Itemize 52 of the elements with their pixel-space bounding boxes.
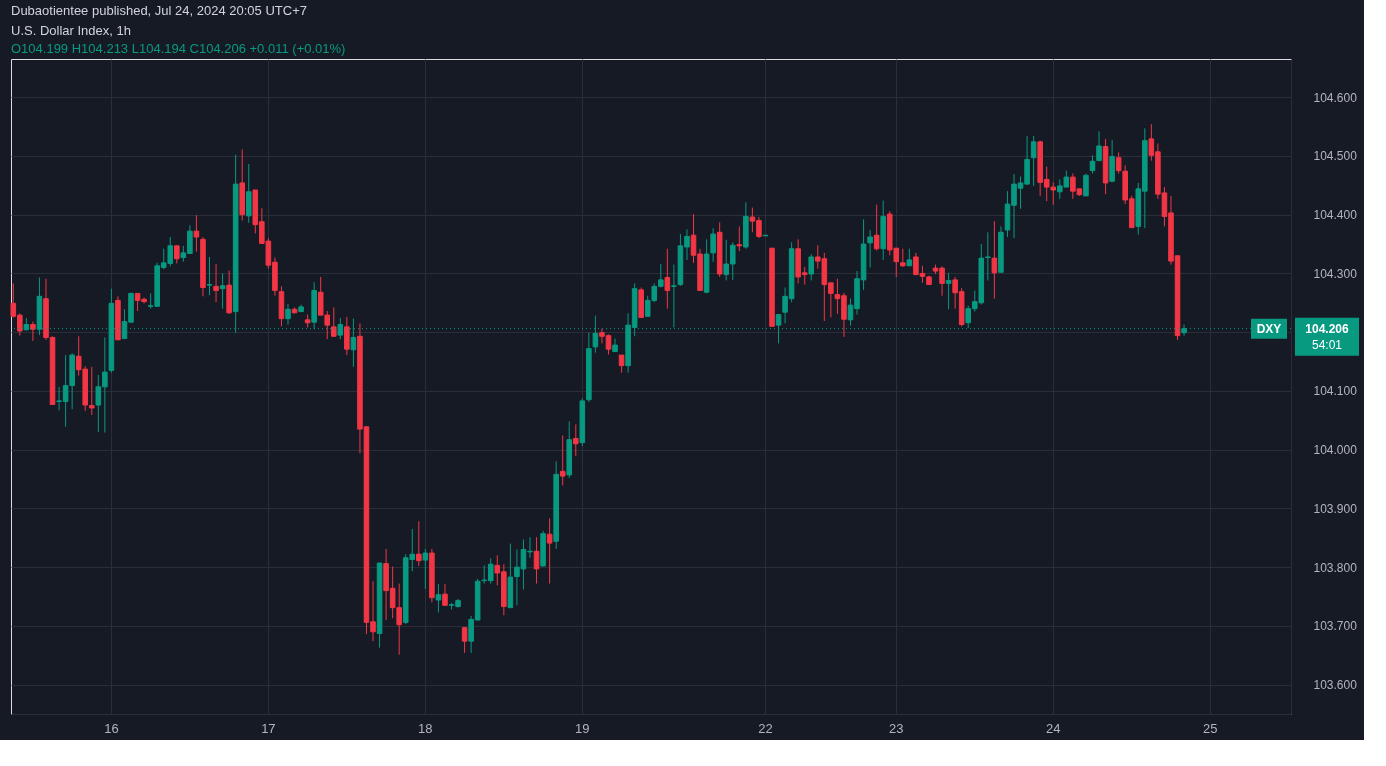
- candlestick: [873, 204, 880, 252]
- candlestick: [30, 321, 36, 342]
- y-tick-label: 104.100: [1313, 384, 1358, 399]
- candlestick: [991, 220, 998, 300]
- candlestick: [442, 583, 448, 606]
- candlestick: [219, 272, 226, 310]
- ref-line-label: DXY: [1256, 321, 1282, 336]
- candlestick: [808, 253, 815, 281]
- candlestick: [193, 214, 200, 253]
- x-tick-label: 18: [418, 720, 433, 736]
- text: 54:01: [1311, 337, 1343, 352]
- y-tick-label: 103.800: [1313, 560, 1358, 575]
- candlestick: [1096, 130, 1102, 162]
- x-tick-label: 24: [1046, 720, 1061, 736]
- candlestick: [900, 248, 906, 268]
- y-tick-label: 104.500: [1313, 149, 1358, 164]
- candlestick: [416, 520, 422, 567]
- candlestick: [664, 248, 671, 310]
- candlestick: [572, 423, 579, 457]
- candlestick: [1115, 151, 1122, 175]
- candlestick: [285, 303, 291, 326]
- y-tick-label: 104.000: [1313, 443, 1358, 458]
- x-tick-label: 16: [104, 720, 119, 736]
- candlestick: [435, 583, 442, 613]
- candlestick: [546, 517, 553, 585]
- candlestick: [330, 306, 337, 337]
- candlestick: [213, 263, 219, 303]
- candlestick: [1030, 135, 1037, 187]
- y-tick-label: 103.900: [1313, 501, 1358, 516]
- x-tick-label: 25: [1202, 720, 1218, 736]
- candlestick: [461, 627, 468, 654]
- y-tick-label: 104.600: [1313, 90, 1358, 105]
- candlestick: [344, 316, 350, 356]
- x-tick-label: 19: [575, 720, 590, 736]
- text: Dubaotientee published, Jul 24, 2024 20:05 UTC+7: [11, 3, 307, 18]
- candlestick: [533, 536, 540, 585]
- candlestick: [945, 272, 952, 310]
- x-tick-label: 17: [261, 720, 276, 736]
- x-tick-label: 22: [758, 720, 773, 736]
- candlestick: [422, 548, 429, 590]
- y-tick-label: 104.400: [1313, 208, 1358, 223]
- x-tick-label: 23: [889, 720, 904, 736]
- candlestick: [1083, 173, 1089, 197]
- text: 104.206: [1305, 321, 1350, 336]
- y-tick-label: 103.600: [1313, 678, 1358, 693]
- candlestick: [736, 225, 743, 252]
- y-tick-label: 104.300: [1313, 266, 1358, 281]
- y-tick-label: 103.700: [1313, 619, 1358, 634]
- candlestick: [206, 256, 213, 296]
- chart-title: U.S. Dollar Index, 1h: [11, 23, 131, 38]
- candlestick: [559, 435, 566, 486]
- chart-subtitle: O104.199 H104.213 L104.194 C104.206 +0.011 (+0.01%): [11, 41, 346, 56]
